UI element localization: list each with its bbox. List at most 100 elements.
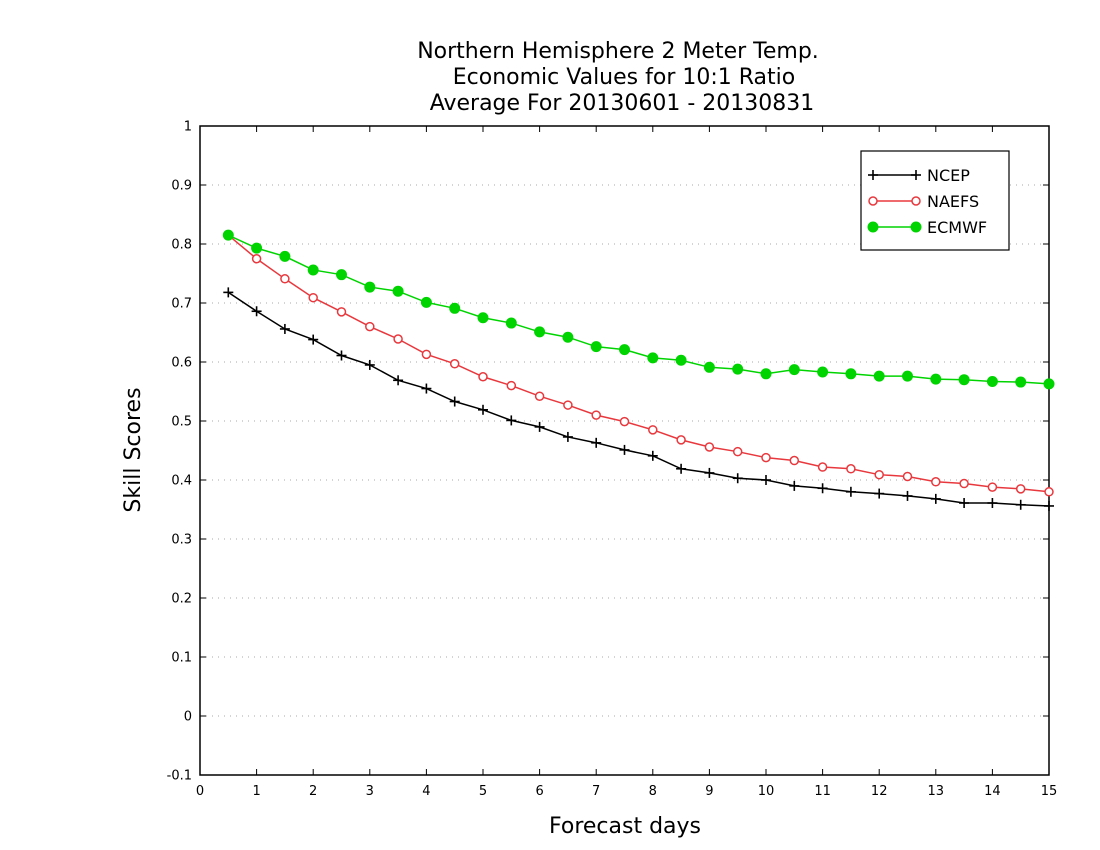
point-ncep-8 [449,396,460,407]
x-tick-label-5: 5 [479,784,487,799]
point-naefs-29 [1044,487,1054,497]
series-ecmwf [222,229,1055,390]
y-tick-label-4: 0.3 [171,533,192,548]
y-tick-label-8: 0.7 [171,297,192,312]
point-naefs-10 [506,380,517,391]
legend-marker-end-ecmwf [910,221,922,233]
point-ecmwf-16 [675,354,687,366]
point-ecmwf-11 [534,326,546,338]
point-naefs-1 [251,254,262,264]
point-ecmwf-17 [703,361,715,373]
point-naefs-16 [676,435,686,445]
y-tick-label-6: 0.5 [171,415,192,430]
point-naefs-11 [534,391,545,401]
y-tick-label-3: 0.2 [171,592,192,607]
point-ecmwf-4 [336,269,347,281]
point-ecmwf-1 [251,242,263,254]
point-naefs-19 [761,452,771,463]
chart-title-line-3: Average For 20130601 - 20130831 [430,91,815,116]
legend-label-naefs: NAEFS [927,192,979,211]
point-naefs-17 [704,442,715,452]
x-axis-label: Forecast days [549,814,701,839]
series-ncep [223,287,1054,511]
x-tick-label-9: 9 [705,784,713,799]
x-tick-label-10: 10 [758,784,775,799]
point-ecmwf-15 [647,352,659,364]
point-naefs-20 [789,455,800,466]
series-line-naefs [227,234,1050,493]
point-ecmwf-27 [986,375,998,387]
point-ncep-27 [987,498,998,509]
point-ncep-26 [959,498,970,509]
y-tick-label-1: 0 [184,710,192,725]
legend-marker-start-naefs [868,196,878,206]
chart-title-line-2: Economic Values for 10:1 Ratio [453,65,795,90]
series-group [222,229,1055,511]
point-ncep-1 [251,306,262,317]
legend-marker-end-naefs [911,196,921,206]
point-ecmwf-28 [1015,376,1027,388]
point-ecmwf-23 [873,370,885,382]
x-tick-label-11: 11 [814,784,831,799]
point-ncep-23 [874,488,885,499]
point-naefs-22 [846,464,856,474]
point-naefs-7 [421,349,432,360]
point-naefs-28 [1015,484,1026,494]
series-naefs [223,230,1054,497]
y-tick-label-9: 0.8 [171,238,192,253]
x-tick-label-1: 1 [252,784,260,799]
point-ecmwf-10 [505,317,517,329]
point-naefs-23 [874,469,884,480]
point-ncep-3 [308,334,319,345]
x-tick-label-7: 7 [592,784,600,799]
point-ncep-19 [761,475,771,485]
point-naefs-14 [619,416,630,427]
point-ncep-16 [676,463,687,474]
point-ncep-9 [478,404,488,415]
point-ncep-11 [534,421,545,432]
point-ncep-29 [1044,500,1054,511]
point-ecmwf-0 [222,229,234,241]
point-naefs-2 [280,274,290,284]
point-ncep-2 [279,323,290,334]
x-tick-label-3: 3 [366,784,374,799]
point-ncep-25 [930,493,941,504]
point-ncep-15 [647,450,658,461]
y-axis-label: Skill Scores [121,387,146,512]
point-ncep-10 [506,415,517,426]
point-ecmwf-3 [307,264,319,276]
point-ecmwf-13 [590,341,602,353]
point-ncep-5 [364,359,375,370]
point-ncep-0 [223,287,234,298]
x-tick-label-2: 2 [309,784,317,799]
point-naefs-25 [931,477,941,487]
point-ecmwf-14 [619,344,630,356]
point-naefs-8 [449,359,460,369]
point-ecmwf-26 [958,374,970,386]
y-tick-label-11: 1 [184,120,192,135]
point-ncep-22 [845,486,856,497]
x-tick-label-12: 12 [871,784,888,799]
point-ecmwf-22 [845,368,857,380]
point-ecmwf-24 [902,370,913,382]
x-tick-label-6: 6 [535,784,543,799]
legend-marker-start-ncep [868,170,878,180]
point-naefs-13 [591,410,601,420]
point-ecmwf-8 [449,302,461,314]
point-naefs-9 [478,372,488,382]
point-ncep-28 [1015,499,1026,510]
point-ecmwf-5 [364,281,376,293]
x-tick-label-0: 0 [196,784,204,799]
point-ecmwf-21 [817,366,829,378]
point-naefs-27 [987,482,998,492]
plot-area-frame [199,125,1050,776]
point-naefs-6 [393,334,403,344]
point-ecmwf-19 [760,368,772,380]
y-tick-label-7: 0.6 [171,356,192,371]
point-ncep-17 [704,467,715,478]
y-tick-label-0: -0.1 [167,769,192,784]
x-tick-label-14: 14 [984,784,1001,799]
point-ncep-6 [393,375,404,386]
point-ncep-21 [817,483,828,494]
